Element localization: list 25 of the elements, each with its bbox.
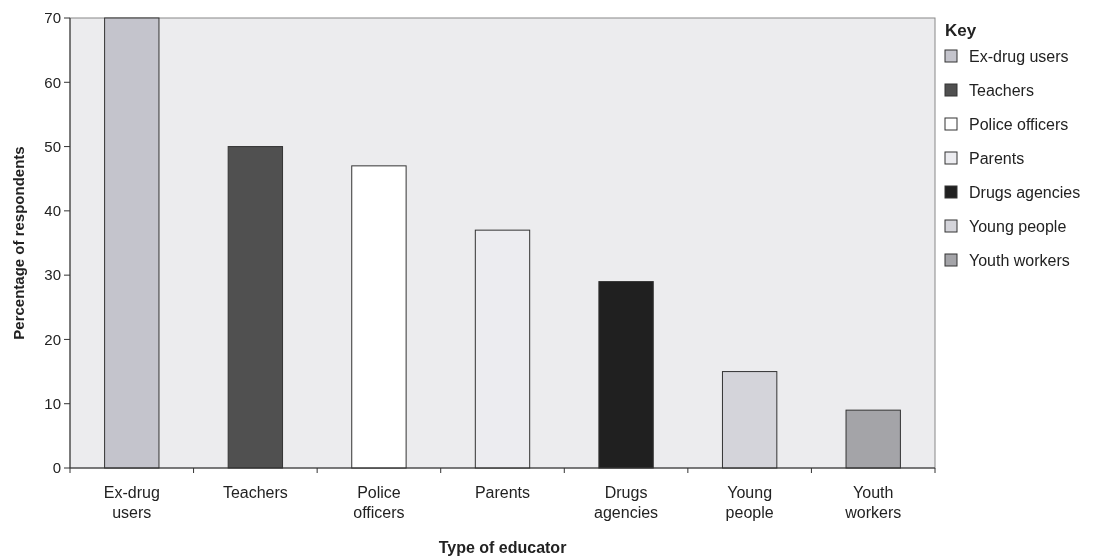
legend-title: Key bbox=[945, 20, 977, 40]
x-axis-title: Type of educator bbox=[438, 539, 567, 556]
legend-label: Parents bbox=[969, 149, 1025, 167]
y-tick-label: 0 bbox=[52, 459, 61, 477]
legend-label: Ex-drug users bbox=[969, 47, 1069, 65]
x-tick-label: Youth workers bbox=[844, 484, 902, 521]
y-tick-label: 40 bbox=[44, 202, 61, 220]
y-tick-label: 60 bbox=[44, 73, 61, 91]
x-tick-label: Police officers bbox=[353, 484, 405, 521]
y-tick-label: 30 bbox=[44, 266, 61, 284]
x-tick-label: Drugs agencies bbox=[594, 484, 659, 521]
legend-label: Police officers bbox=[969, 115, 1069, 133]
y-axis-title: Percentage of respondents bbox=[10, 146, 27, 340]
x-tick-label: Ex-drug users bbox=[103, 484, 160, 521]
legend-label: Young people bbox=[969, 217, 1067, 235]
x-tick-label: Young people bbox=[725, 484, 774, 521]
y-tick-label: 20 bbox=[44, 330, 61, 348]
x-tick-label: Teachers bbox=[222, 484, 288, 501]
y-tick-label: 50 bbox=[44, 137, 61, 155]
y-tick-label: 10 bbox=[44, 394, 61, 412]
legend-label: Teachers bbox=[969, 81, 1034, 99]
legend-label: Youth workers bbox=[969, 251, 1070, 269]
legend-label: Drugs agencies bbox=[969, 183, 1081, 201]
y-tick-label: 70 bbox=[44, 9, 61, 27]
x-tick-label: Parents bbox=[474, 484, 531, 501]
